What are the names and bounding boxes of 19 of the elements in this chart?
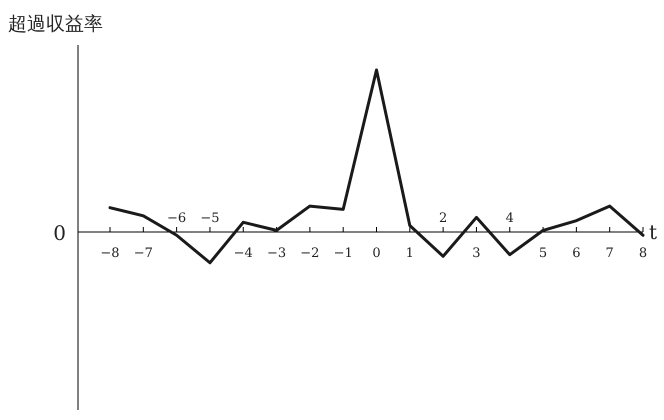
x-tick-label: −2 <box>300 246 320 261</box>
x-axis-title: t <box>649 220 658 244</box>
x-tick-label: −5 <box>200 211 220 226</box>
x-tick-label: 8 <box>638 246 648 261</box>
x-tick-label: −7 <box>134 246 153 261</box>
x-tick-label: −8 <box>100 246 120 261</box>
x-tick-label: 6 <box>572 246 581 261</box>
x-tick-label: 0 <box>372 246 381 261</box>
x-tick-label: 5 <box>538 246 548 261</box>
x-tick-label: 3 <box>472 246 481 261</box>
x-tick-label: −3 <box>266 246 286 261</box>
y-axis-title: 超過収益率 <box>8 13 103 35</box>
x-tick-label: 2 <box>438 211 448 226</box>
x-tick-label: −1 <box>334 246 353 261</box>
x-tick-label: 4 <box>506 211 514 226</box>
x-tick-label: 7 <box>606 246 614 261</box>
x-tick-label: −4 <box>234 246 253 261</box>
x-tick-label: −6 <box>167 211 186 226</box>
x-tick-label: 1 <box>406 246 414 261</box>
